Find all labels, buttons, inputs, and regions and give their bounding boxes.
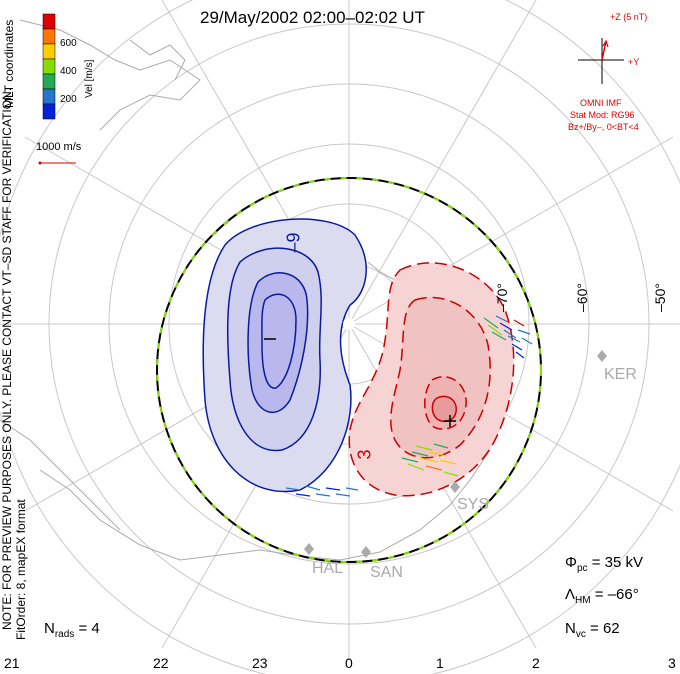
hm-boundary [156,177,542,563]
imf-z-label: +Z (5 nT) [610,12,648,22]
colorbar-unit-label: Vel [m/s] [84,59,95,98]
latitude-label-70: –70° [494,283,510,312]
negative-contour-core [261,293,297,389]
mlt-label-0: 0 [345,655,353,671]
station-label-san: SAN [370,564,403,581]
velocity-colorbar [42,13,56,120]
latitude-label-60: –60° [574,283,590,312]
station-label-sys: SYS [457,496,490,513]
station-marker-sys [450,481,460,493]
imf-model: Stat Mod: RG96 [570,110,635,120]
mlt-label-23: 23 [252,655,268,671]
station-marker-ker [597,350,607,362]
positive-contour-core [431,395,457,423]
positive-cell [348,262,515,497]
colorbar-tick-400: 400 [60,66,77,77]
station-markers [304,350,607,558]
station-label-hal: HAL [312,560,344,577]
imf-dial [578,38,624,84]
fit-order-note: FitOrder: 8, mapEX format [14,499,28,640]
preview-note: NOTE: FOR PREVIEW PURPOSES ONLY. PLEASE … [0,87,14,630]
hm-boundary-latitude: ΛHM = –66° [565,586,639,606]
imf-source: OMNI IMF [580,98,622,108]
mlt-label-3: 3 [668,655,676,671]
mlt-label-2: 2 [532,655,540,671]
station-marker-hal [304,543,314,555]
imf-condition: Bz+/By–, 0<BT<4 [568,122,639,132]
imf-y-label: +Y [628,57,640,67]
cross-polar-potential: Φpc = 35 kV [565,554,643,574]
station-label-ker: KER [604,366,637,383]
mlt-label-22: 22 [153,655,169,671]
reference-vector-label: 1000 m/s [36,141,82,153]
colorbar-tick-200: 200 [60,94,77,105]
mlt-label-21: 21 [4,655,20,671]
vector-cluster-midnight [285,485,359,497]
negative-cell [202,218,367,493]
velocity-vectors [285,315,533,497]
vector-cluster-south [401,443,459,477]
positive-contour-label: 3 [354,449,375,460]
reference-vector [38,161,76,165]
map-title: 29/May/2002 02:00–02:02 UT [200,8,425,27]
latitude-label-50: –50° [652,283,668,312]
mlt-label-1: 1 [436,655,444,671]
radar-count: Nrads = 4 [44,620,100,640]
vector-cluster-dawn [483,315,533,359]
vector-count: Nvc = 62 [565,620,620,640]
potential-max-marker [444,415,456,427]
pole-marker [343,318,355,330]
colorbar-tick-600: 600 [60,38,77,49]
negative-contour-label: –9 [283,232,304,253]
station-marker-san [361,546,371,558]
